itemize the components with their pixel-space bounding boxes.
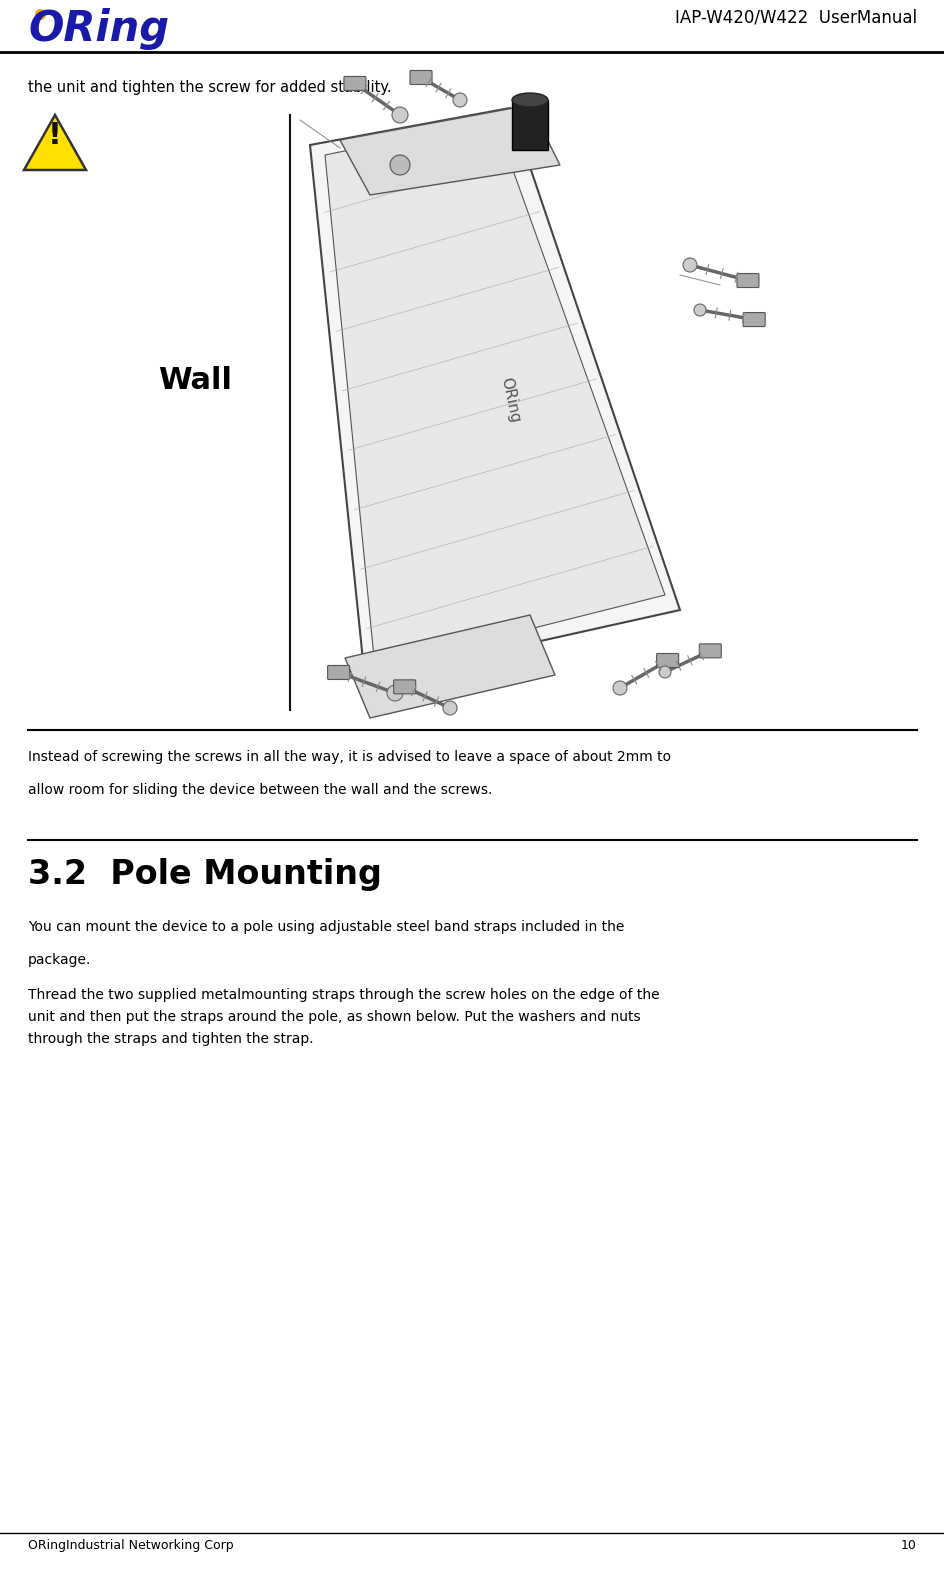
Polygon shape — [345, 614, 554, 718]
Circle shape — [693, 305, 705, 316]
FancyBboxPatch shape — [736, 273, 758, 287]
FancyBboxPatch shape — [394, 680, 415, 694]
Circle shape — [443, 701, 457, 715]
Polygon shape — [310, 108, 680, 680]
Bar — [512, 101, 548, 149]
Text: package.: package. — [28, 954, 92, 968]
Text: You can mount the device to a pole using adjustable steel band straps included i: You can mount the device to a pole using… — [28, 921, 624, 935]
FancyBboxPatch shape — [410, 71, 431, 85]
Text: Instead of screwing the screws in all the way, it is advised to leave a space of: Instead of screwing the screws in all th… — [28, 749, 670, 764]
Text: 3.2  Pole Mounting: 3.2 Pole Mounting — [28, 858, 381, 891]
FancyBboxPatch shape — [742, 313, 765, 327]
Text: !: ! — [48, 121, 62, 151]
Text: allow room for sliding the device between the wall and the screws.: allow room for sliding the device betwee… — [28, 782, 492, 796]
Polygon shape — [340, 105, 560, 195]
Text: ORing: ORing — [497, 375, 522, 424]
Circle shape — [613, 680, 626, 694]
Text: ORingIndustrial Networking Corp: ORingIndustrial Networking Corp — [28, 1540, 233, 1552]
Ellipse shape — [512, 93, 548, 107]
FancyBboxPatch shape — [699, 644, 720, 658]
Text: Thread the two supplied metalmounting straps through the screw holes on the edge: Thread the two supplied metalmounting st… — [28, 988, 659, 1002]
FancyBboxPatch shape — [344, 77, 365, 91]
Text: IAP-W420/W422  UserManual: IAP-W420/W422 UserManual — [674, 8, 916, 27]
Polygon shape — [24, 115, 86, 170]
Text: ORing: ORing — [28, 8, 169, 50]
Circle shape — [392, 107, 408, 123]
Text: through the straps and tighten the strap.: through the straps and tighten the strap… — [28, 1032, 313, 1046]
FancyBboxPatch shape — [656, 654, 678, 668]
Text: Wall: Wall — [158, 366, 232, 394]
Text: the unit and tighten the screw for added stability.: the unit and tighten the screw for added… — [28, 80, 391, 94]
Circle shape — [683, 258, 697, 272]
Polygon shape — [325, 119, 665, 668]
Circle shape — [390, 156, 410, 174]
Text: unit and then put the straps around the pole, as shown below. Put the washers an: unit and then put the straps around the … — [28, 1010, 640, 1024]
Circle shape — [658, 666, 670, 679]
Circle shape — [387, 685, 402, 701]
Circle shape — [452, 93, 466, 107]
Text: 10: 10 — [901, 1540, 916, 1552]
FancyBboxPatch shape — [328, 666, 349, 680]
